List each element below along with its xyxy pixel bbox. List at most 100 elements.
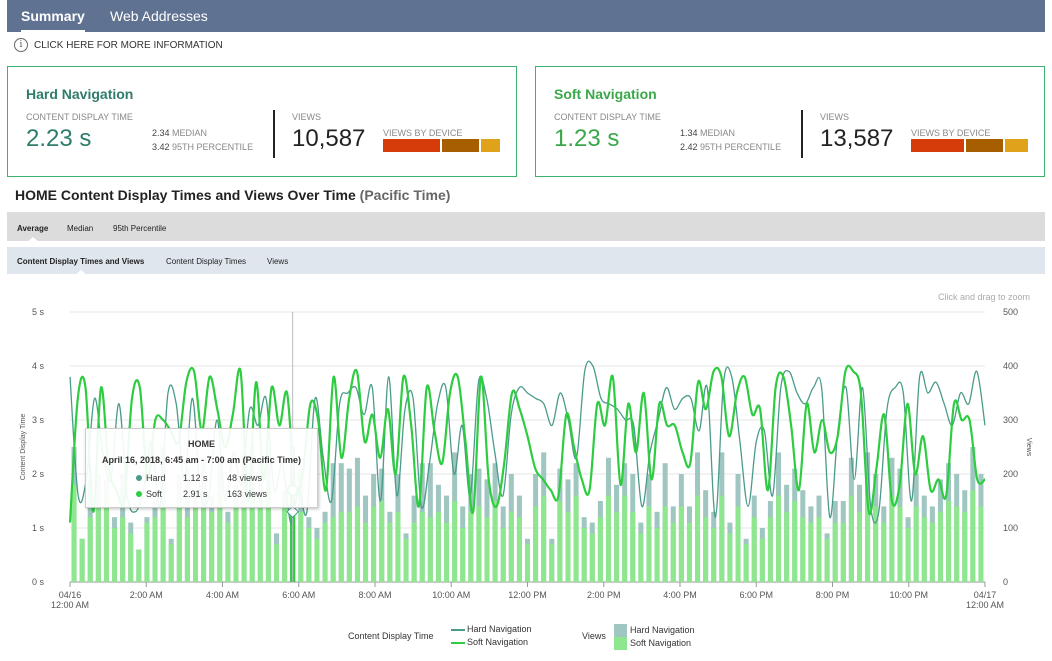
bar-views-soft — [265, 484, 271, 582]
views-value: 13,587 — [820, 125, 894, 152]
bar-views-soft — [638, 533, 644, 582]
legend-line-hard-icon — [451, 628, 465, 631]
bar-views-soft — [743, 544, 749, 582]
tooltip-name: Soft — [146, 489, 163, 499]
bar-views-soft — [824, 538, 830, 582]
y-tick-label: 3 s — [32, 415, 45, 425]
bar-views-soft — [79, 538, 85, 582]
bar-views-soft — [282, 506, 288, 582]
x-tick-label: 8:00 AM — [358, 590, 391, 600]
bar-views-soft — [719, 495, 725, 582]
bar-views-soft — [735, 506, 741, 582]
bar-views-soft — [241, 501, 247, 582]
bar-views-soft — [897, 506, 903, 582]
legend-cdt-soft[interactable]: Soft Navigation — [451, 637, 528, 647]
tab-median[interactable]: Median — [67, 224, 94, 233]
view-tab-bar: Content Display Times and Views Content … — [7, 247, 1045, 276]
bar-views-soft — [913, 506, 919, 582]
bar-views-soft — [354, 506, 360, 582]
y2-tick-label: 500 — [1003, 307, 1018, 317]
bar-views-soft — [541, 495, 547, 582]
hard-point-marker — [286, 505, 300, 519]
legend-cdt-hard[interactable]: Hard Navigation — [451, 624, 532, 634]
bar-views-soft — [217, 495, 223, 582]
legend-views-soft[interactable]: Soft Navigation — [614, 637, 691, 650]
tooltip-views: 48 views — [227, 473, 263, 483]
bar-views-soft — [128, 533, 134, 582]
tooltip-name: Hard — [146, 473, 166, 483]
bar-views-soft — [711, 528, 717, 582]
median-label: MEDIAN — [700, 128, 736, 138]
legend-box-soft-icon — [614, 637, 627, 650]
bar-views-soft — [103, 495, 109, 582]
bar-views-soft — [460, 528, 466, 582]
bar-views-soft — [160, 490, 166, 582]
device-segment — [442, 139, 479, 152]
x-tick-label: 8:00 PM — [816, 590, 850, 600]
more-info-link[interactable]: i CLICK HERE FOR MORE INFORMATION — [14, 38, 223, 52]
bar-views-soft — [533, 506, 539, 582]
tooltip-date: April 16, 2018, 6:45 am - 7:00 am (Pacif… — [102, 455, 301, 465]
y2-tick-label: 400 — [1003, 361, 1018, 371]
p95-label: 95TH PERCENTILE — [172, 142, 254, 152]
legend-views-hard[interactable]: Hard Navigation — [614, 624, 695, 637]
bar-views-soft — [832, 522, 838, 582]
device-segment — [966, 139, 1003, 152]
legend-box-hard-icon — [614, 624, 627, 637]
stat-tab-bar: Average Median 95th Percentile — [7, 212, 1045, 243]
views-label: VIEWS — [292, 112, 322, 122]
legend-line-soft-icon — [451, 641, 465, 644]
bar-views-soft — [622, 495, 628, 582]
bar-views-soft — [508, 511, 514, 582]
bar-views-soft — [435, 511, 441, 582]
bar-views-soft — [363, 522, 369, 582]
tooltip-row-hard: Hard 1.12 s 48 views — [136, 473, 262, 483]
bar-views-soft — [816, 517, 822, 582]
views-value: 10,587 — [292, 125, 366, 152]
y2-axis-labels: 0 100 200 300 400 500 — [1003, 307, 1018, 587]
tab-cdt-and-views[interactable]: Content Display Times and Views — [17, 257, 145, 276]
tab-web-addresses[interactable]: Web Addresses — [110, 8, 208, 24]
bar-views-soft — [978, 506, 984, 582]
bar-views-soft — [168, 544, 174, 582]
cdt-views-chart[interactable]: Click and drag to zoom Content Display T… — [0, 278, 1052, 661]
y-tick-label: 4 s — [32, 361, 45, 371]
bar-views-soft — [557, 501, 563, 582]
tab-cdt[interactable]: Content Display Times — [166, 257, 247, 266]
soft-dot-icon — [136, 491, 142, 497]
bar-views-soft — [112, 528, 118, 582]
bar-views-soft — [225, 522, 231, 582]
tab-views[interactable]: Views — [267, 257, 289, 266]
y2-axis-title: Views — [1025, 438, 1032, 457]
median-stat: 1.34 MEDIAN — [680, 128, 735, 138]
p95-stat: 2.42 95TH PERCENTILE — [680, 142, 781, 152]
bar-views-soft — [654, 528, 660, 582]
views-by-device-bar — [911, 139, 1028, 152]
bar-views-soft — [784, 511, 790, 582]
bar-views-soft — [581, 528, 587, 582]
soft-navigation-card: Soft Navigation CONTENT DISPLAY TIME 1.2… — [535, 66, 1045, 177]
y-axis-title: Content Display Time — [20, 414, 27, 481]
device-segment — [911, 139, 964, 152]
cdt-value: 2.23 s — [26, 125, 92, 152]
bar-views-soft — [840, 522, 846, 582]
tab-summary[interactable]: Summary — [21, 8, 85, 33]
bar-views-soft — [792, 501, 798, 582]
bar-views-soft — [249, 490, 255, 582]
tab-average[interactable]: Average — [17, 224, 49, 243]
chart-tooltip: HOME April 16, 2018, 6:45 am - 7:00 am (… — [85, 428, 318, 508]
bar-views-soft — [881, 522, 887, 582]
bar-views-soft — [338, 511, 344, 582]
bar-views-soft — [549, 544, 555, 582]
bar-views-soft — [776, 495, 782, 582]
bar-views-soft — [500, 528, 506, 582]
bar-views-soft — [678, 506, 684, 582]
bar-views-soft — [856, 511, 863, 582]
bar-views-soft — [970, 490, 976, 582]
tab-95th-percentile[interactable]: 95th Percentile — [113, 224, 167, 233]
bar-views-soft — [614, 511, 620, 582]
bar-views-soft — [662, 506, 668, 582]
bar-views-soft — [605, 495, 611, 582]
bar-views-soft — [298, 511, 304, 582]
tooltip-title: HOME — [188, 439, 215, 449]
